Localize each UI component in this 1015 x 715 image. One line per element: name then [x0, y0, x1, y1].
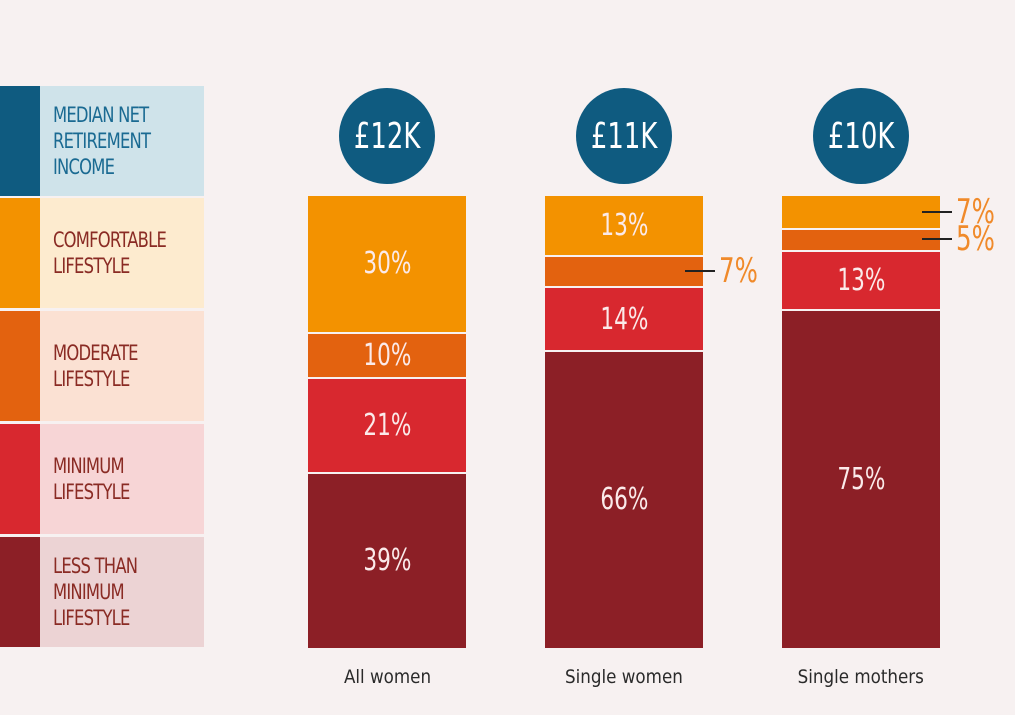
bar-value-label: 75%: [836, 462, 886, 497]
bar-segment: 39%: [308, 471, 466, 648]
legend-swatch: [0, 198, 40, 308]
bar-value-label: 10%: [362, 337, 412, 373]
category-label: All women: [343, 666, 431, 688]
callout-line: [922, 210, 952, 213]
category-label: Single mothers: [797, 666, 925, 688]
legend-label: MODERATE LIFESTYLE: [53, 341, 139, 391]
bar-segment: 75%: [782, 309, 940, 648]
median-income-bubble: £12K: [339, 88, 435, 184]
bar-segment: 10%: [308, 331, 466, 377]
callout-line: [685, 269, 715, 272]
bar-value-label: 39%: [362, 543, 412, 579]
median-income-bubble: £10K: [813, 88, 909, 184]
legend-swatch: [0, 86, 40, 196]
legend-label: COMFORTABLE LIFESTYLE: [53, 228, 167, 278]
legend-swatch: [0, 537, 40, 647]
legend-item: MEDIAN NET RETIREMENT INCOME: [0, 86, 204, 196]
legend-item: MINIMUM LIFESTYLE: [0, 424, 204, 534]
median-income-bubble: £11K: [576, 88, 672, 184]
legend-item: MODERATE LIFESTYLE: [0, 311, 204, 421]
bar-value-label: 30%: [362, 246, 412, 282]
callout-value-label: 5%: [956, 218, 995, 259]
legend-label: MEDIAN NET RETIREMENT INCOME: [53, 103, 151, 179]
callout-value-label: 7%: [956, 191, 995, 232]
bar-value-label: 66%: [599, 482, 649, 518]
bar-value-label: 13%: [599, 207, 649, 243]
legend-label: LESS THAN MINIMUM LIFESTYLE: [53, 554, 138, 630]
bar-value-label: 13%: [836, 263, 886, 299]
legend-label: MINIMUM LIFESTYLE: [53, 454, 130, 504]
category-label: Single women: [565, 666, 683, 688]
callout-value-label: 7%: [719, 250, 758, 291]
bar-segment: [545, 254, 703, 287]
bar-segment: [782, 196, 940, 228]
bar-segment: 13%: [545, 196, 703, 255]
bar-value-label: 21%: [362, 407, 412, 443]
bar-segment: 21%: [308, 376, 466, 472]
bar-value-label: 14%: [599, 301, 649, 337]
bar-segment: 14%: [545, 286, 703, 350]
legend-item: COMFORTABLE LIFESTYLE: [0, 198, 204, 308]
bar-segment: [782, 227, 940, 251]
bar-segment: 66%: [545, 349, 703, 648]
legend-item: LESS THAN MINIMUM LIFESTYLE: [0, 537, 204, 647]
legend-swatch: [0, 424, 40, 534]
callout-line: [922, 237, 952, 240]
bar-segment: 30%: [308, 196, 466, 332]
bar-segment: 13%: [782, 250, 940, 309]
legend-swatch: [0, 311, 40, 421]
